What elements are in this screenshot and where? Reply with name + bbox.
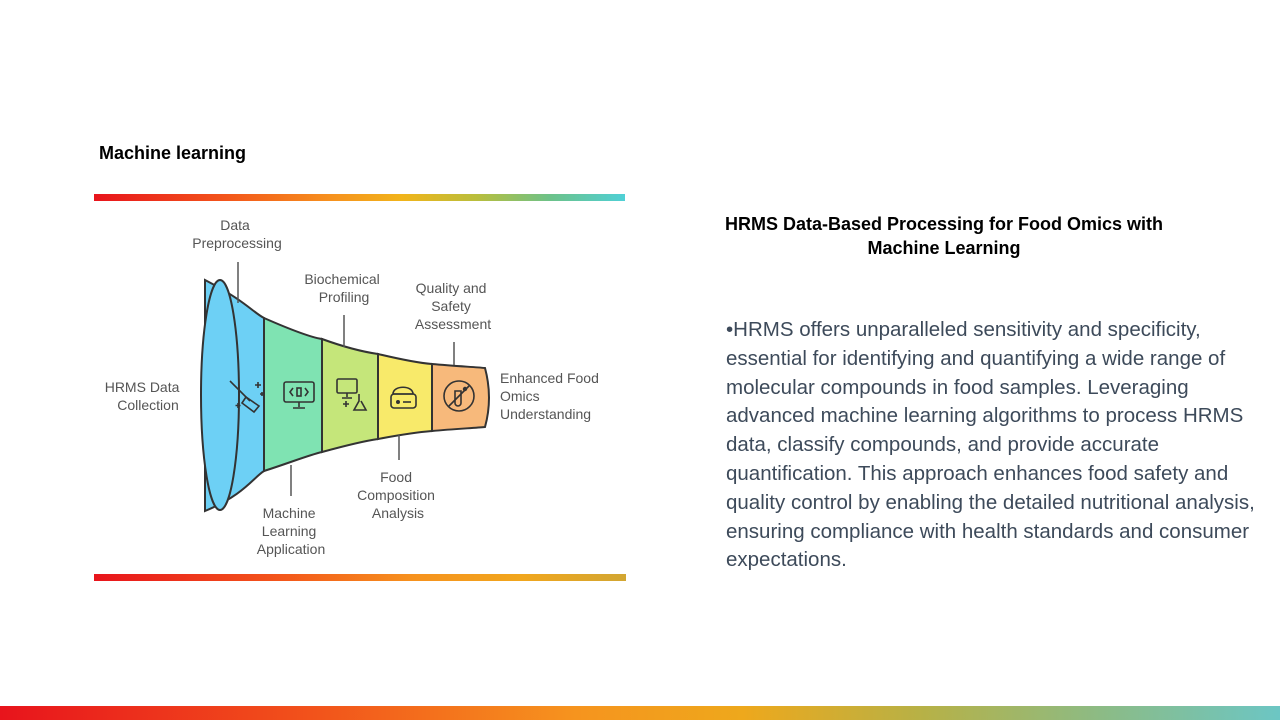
- label-biochemical-profiling: Biochemical Profiling: [304, 271, 383, 305]
- label-data-preprocessing: Data Preprocessing: [192, 217, 282, 251]
- section-body-text: •HRMS offers unparalleled sensitivity an…: [726, 318, 1255, 572]
- label-quality-safety-assessment: Quality and Safety Assessment: [415, 280, 491, 332]
- footer-gradient-bar: [0, 706, 1280, 720]
- no-test-tube-icon: [443, 380, 475, 412]
- computer-lab-flask-icon: [336, 378, 368, 411]
- funnel-segment-4: [377, 352, 433, 441]
- label-food-composition-analysis: Food Composition Analysis: [357, 469, 439, 521]
- slide-heading: Machine learning: [99, 143, 247, 163]
- section-title: HRMS Data-Based Processing for Food Omic…: [700, 212, 1188, 260]
- label-machine-learning-application: Machine Learning Application: [257, 505, 326, 557]
- code-monitor-icon: [283, 381, 315, 409]
- broom-sparkle-icon: [229, 380, 264, 414]
- lower-gradient-bar: [94, 574, 626, 581]
- section-title-line-2: Machine Learning: [867, 238, 1021, 258]
- top-gradient-bar: [94, 194, 625, 201]
- food-scale-icon: [390, 386, 417, 409]
- funnel-diagram: HRMS Data Collection Data Preprocessing …: [105, 217, 603, 557]
- funnel-segment-3: [321, 337, 379, 454]
- section-title-line-1: HRMS Data-Based Processing for Food Omic…: [724, 214, 1164, 234]
- label-hrms-data-collection: HRMS Data Collection: [105, 379, 184, 413]
- funnel-mouth: [200, 279, 240, 511]
- label-enhanced-food-omics: Enhanced Food Omics Understanding: [500, 370, 603, 422]
